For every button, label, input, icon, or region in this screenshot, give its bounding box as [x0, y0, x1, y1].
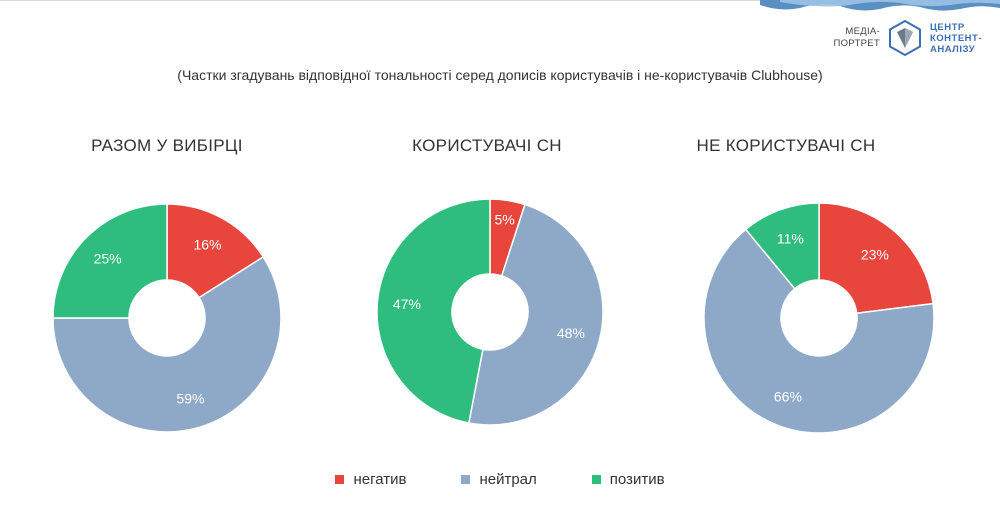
- donut-slice-neutral: [52, 255, 282, 433]
- panel-title-non-users: НЕ КОРИСТУВАЧІ СН: [696, 136, 876, 155]
- brand-block: Медіа- портрет Центр контент- аналізу: [833, 20, 982, 56]
- chart-legend: негатив нейтрал позитив: [0, 471, 1000, 488]
- slice-label-positive: 11%: [777, 230, 804, 246]
- legend-item-negative: негатив: [335, 471, 406, 488]
- legend-item-positive: позитив: [591, 471, 665, 488]
- donut-slice-negative: [166, 203, 265, 299]
- slice-label-negative: 16%: [193, 236, 221, 252]
- brand-name: Центр контент- аналізу: [930, 22, 982, 55]
- brand-name-line: контент-: [929, 32, 982, 44]
- donut-slice-negative: [818, 202, 934, 315]
- donut-slice-neutral: [703, 228, 935, 434]
- donut-slice-neutral: [467, 203, 604, 426]
- brand-subtitle: Медіа- портрет: [833, 26, 880, 50]
- brand-logo-icon: [888, 20, 921, 56]
- legend-label: нейтрал: [479, 471, 537, 488]
- slice-label-negative: 23%: [861, 247, 889, 263]
- slice-label-positive: 47%: [393, 296, 421, 312]
- top-rule: [0, 0, 760, 1]
- panel-title-total: РАЗОМ У ВИБІРЦІ: [91, 136, 243, 155]
- slice-label-neutral: 48%: [557, 325, 585, 341]
- brand-name-line: Центр: [929, 21, 965, 33]
- legend-swatch: [461, 475, 471, 484]
- brand-name-line: аналізу: [929, 43, 975, 55]
- donut-slice-positive: [52, 203, 168, 319]
- legend-swatch: [335, 475, 345, 484]
- chart-subtitle: (Частки згадувань відповідної тональност…: [177, 67, 823, 83]
- legend-label: негатив: [353, 471, 407, 488]
- slice-label-negative: 5%: [495, 212, 515, 228]
- donut-slice-positive: [376, 198, 491, 424]
- panel-title-users: КОРИСТУВАЧІ СН: [412, 136, 562, 155]
- donut-slice-positive: [744, 202, 820, 290]
- decorative-wave-graphic: [760, 0, 1000, 11]
- slice-label-positive: 25%: [94, 251, 122, 267]
- legend-label: позитив: [609, 471, 665, 488]
- legend-item-neutral: нейтрал: [461, 471, 537, 488]
- legend-swatch: [591, 475, 601, 484]
- brand-sub-line: портрет: [833, 38, 880, 49]
- slice-label-neutral: 59%: [176, 391, 204, 407]
- slice-label-neutral: 66%: [774, 389, 802, 405]
- brand-sub-line: Медіа-: [845, 26, 880, 37]
